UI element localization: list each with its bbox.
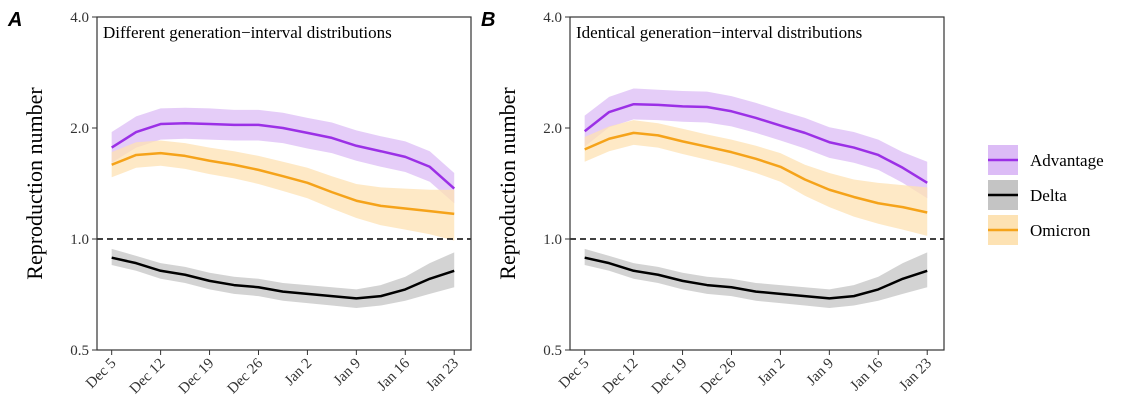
y-tick-label: 2.0	[70, 121, 89, 137]
y-axis-label: Reproduction number	[22, 87, 47, 280]
ribbon	[111, 248, 455, 308]
series-line	[584, 131, 928, 214]
y-tick-label: 4.0	[543, 10, 562, 26]
x-tick-label: Dec 26	[225, 355, 267, 397]
panel-title: Identical generation−interval distributi…	[576, 23, 862, 42]
x-tick-label: Jan 2	[755, 356, 788, 389]
ribbon	[584, 120, 928, 236]
ribbon	[111, 140, 455, 241]
x-tick-label: Dec 19	[176, 356, 218, 398]
series-line	[111, 256, 455, 300]
legend-label: Omicron	[1030, 221, 1091, 240]
series-line	[111, 122, 456, 190]
x-tick-label: Jan 16	[374, 355, 413, 394]
x-tick-label: Jan 23	[423, 356, 462, 395]
x-tick-label: Jan 16	[847, 355, 886, 394]
x-tick-label: Dec 12	[127, 356, 169, 398]
x-tick-label: Dec 26	[698, 355, 740, 397]
plot-frame	[96, 16, 472, 351]
x-tick-label: Dec 5	[556, 356, 592, 392]
legend-label: Advantage	[1030, 151, 1104, 170]
y-tick-label: 1.0	[543, 232, 562, 248]
y-axis-label: Reproduction number	[495, 87, 520, 280]
plot-frame	[569, 16, 945, 351]
x-tick-label: Dec 5	[83, 356, 119, 392]
panel-tag: A	[7, 9, 22, 31]
y-tick-label: 1.0	[70, 232, 89, 248]
y-tick-label: 0.5	[543, 343, 562, 359]
y-tick-label: 4.0	[70, 10, 89, 26]
panel-tag: B	[481, 9, 495, 31]
x-tick-label: Dec 19	[649, 356, 691, 398]
x-tick-label: Jan 2	[282, 356, 315, 389]
y-tick-label: 0.5	[70, 343, 89, 359]
legend-label: Delta	[1030, 186, 1067, 205]
x-tick-label: Dec 12	[600, 356, 642, 398]
series-line	[111, 151, 455, 216]
y-tick-label: 2.0	[543, 121, 562, 137]
panel-title: Different generation−interval distributi…	[103, 23, 392, 42]
series-line	[583, 102, 928, 184]
ribbon	[584, 88, 928, 199]
x-tick-label: Jan 23	[896, 356, 935, 395]
x-tick-label: Jan 9	[331, 356, 364, 389]
x-tick-label: Jan 9	[804, 356, 837, 389]
ribbon	[111, 107, 455, 204]
series-line	[584, 256, 928, 300]
ribbon	[584, 248, 928, 308]
